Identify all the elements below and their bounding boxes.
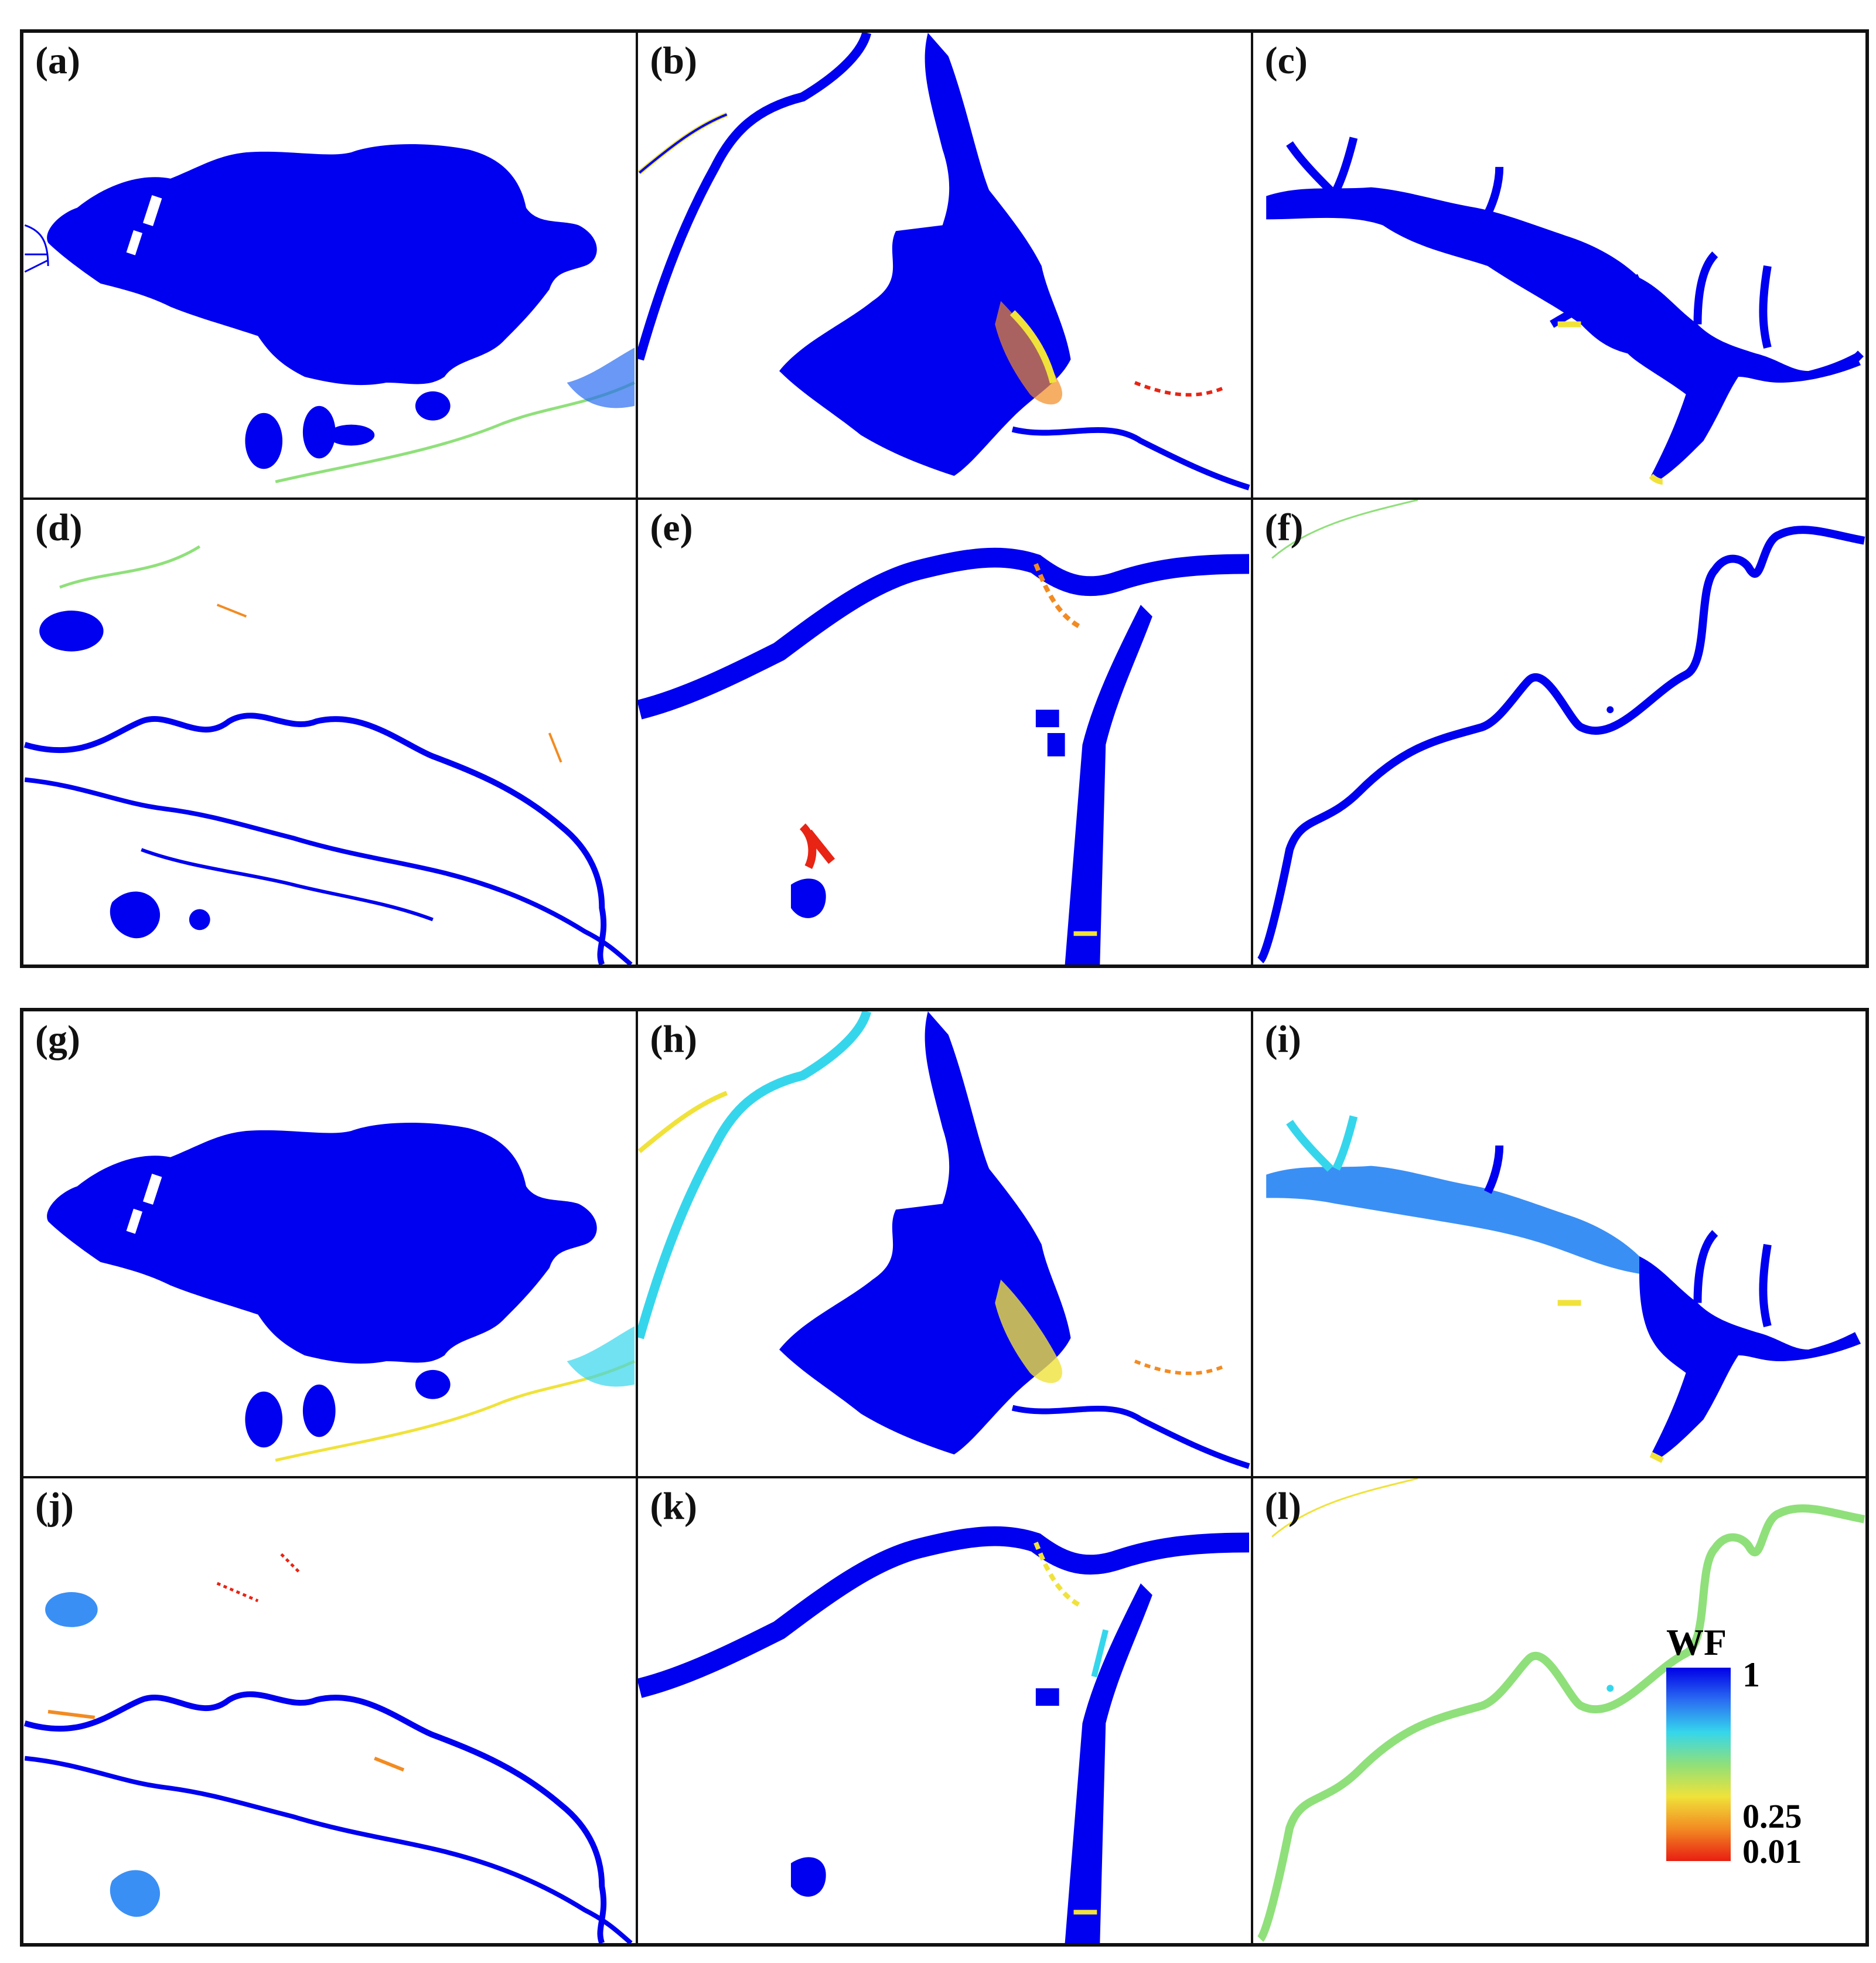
water-map-meander — [1257, 1478, 1865, 1942]
panel-label: (j) — [35, 1485, 74, 1528]
panel-label: (l) — [1264, 1485, 1301, 1528]
legend-title: WF — [1666, 1621, 1727, 1663]
panel-label: (f) — [1264, 506, 1304, 549]
panel-f: (f) — [1251, 499, 1867, 966]
panel-label: (k) — [650, 1485, 697, 1528]
water-map-river-lake — [638, 1011, 1250, 1469]
panel-e: (e) — [637, 499, 1252, 966]
panel-label: (a) — [35, 39, 80, 82]
legend-mid-label: 0.25 — [1742, 1797, 1802, 1835]
panel-label: (d) — [35, 506, 83, 549]
panel-label: (i) — [1264, 1018, 1301, 1061]
water-map-reservoir — [1266, 1115, 1861, 1463]
water-map-floodplain — [23, 1553, 633, 1943]
water-map-meander — [1257, 500, 1865, 963]
water-map-lake — [24, 144, 636, 483]
panel-j: (j) — [22, 1477, 637, 1944]
panel-h: (h) — [637, 1010, 1252, 1477]
colorbar — [1666, 1668, 1731, 1861]
panel-label: (c) — [1264, 39, 1308, 82]
panel-b: (b) — [637, 32, 1252, 499]
water-map-urban-river — [638, 1526, 1250, 1943]
legend-min-label: 0.01 — [1742, 1832, 1802, 1870]
panel-label: (e) — [650, 506, 693, 549]
water-map-river-lake — [638, 33, 1250, 490]
panel-d: (d) — [22, 499, 637, 966]
panel-g: (g) — [22, 1010, 637, 1477]
panel-c: (c) — [1251, 32, 1867, 499]
panel-a: (a) — [22, 32, 637, 499]
figure-grid-bottom: (g) (h) (i) — [20, 1008, 1869, 1947]
legend-max-label: 1 — [1742, 1655, 1760, 1694]
panel-i: (i) — [1251, 1010, 1867, 1477]
water-map-floodplain — [23, 545, 633, 965]
panel-k: (k) — [637, 1477, 1252, 1944]
figure-grid-top: (a) (b) (c) — [20, 29, 1869, 968]
wf-colorbar-legend: WF 1 0.25 0.01 — [1666, 1621, 1819, 1873]
panel-l: (l) WF 1 0.25 0.01 — [1251, 1477, 1867, 1944]
water-map-reservoir — [1266, 137, 1864, 485]
water-map-lake — [47, 1122, 636, 1462]
panel-label: (b) — [650, 39, 697, 82]
panel-label: (g) — [35, 1018, 80, 1061]
water-map-urban-river — [638, 547, 1250, 965]
panel-label: (h) — [650, 1018, 697, 1061]
